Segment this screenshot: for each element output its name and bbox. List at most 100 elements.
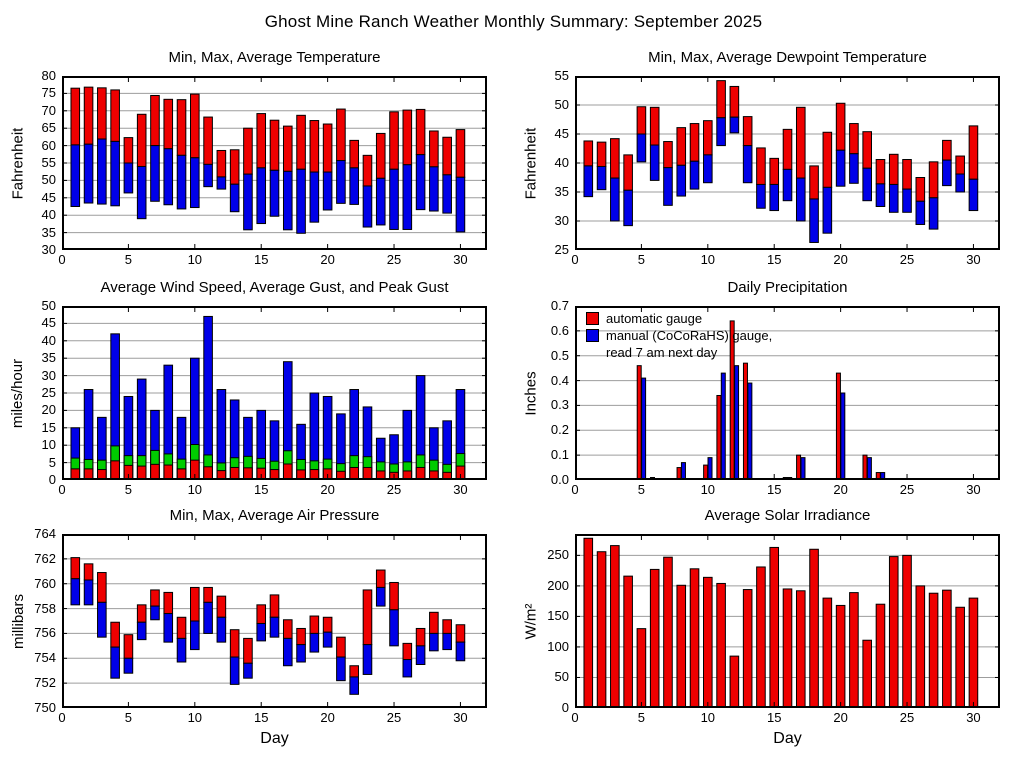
temperature-bar-high-day-24 (375, 132, 386, 179)
solar-bar-day-2 (596, 551, 607, 708)
wind-y-tick-label: 50 (41, 298, 56, 313)
temperature-bar-high-day-25 (389, 111, 399, 170)
temperature-y-tick-label: 30 (41, 242, 56, 257)
dewpoint-bar-low-day-12 (729, 116, 740, 134)
dewpoint-bar-low-day-25 (902, 188, 912, 213)
pressure-x-tick-label: 15 (253, 710, 269, 725)
solar-bar-day-8 (676, 584, 687, 708)
legend-entry-automatic: automatic gauge (586, 310, 772, 327)
solar-x-tick-label: 10 (700, 710, 716, 725)
solar-bar-day-4 (623, 575, 633, 708)
dewpoint-y-tick-label: 30 (554, 213, 569, 228)
temperature-bar-low-day-18 (296, 168, 306, 234)
wind-average-wind-speed-day-17 (282, 463, 293, 480)
chart-title-precipitation: Daily Precipitation (727, 279, 848, 296)
dewpoint-y-tick-label: 45 (554, 126, 569, 141)
solar-bar-day-12 (729, 655, 740, 708)
chart-title-dewpoint: Min, Max, Average Dewpoint Temperature (648, 49, 927, 66)
temperature-bar-high-day-11 (203, 116, 213, 165)
solar-bar-day-13 (742, 589, 753, 708)
dewpoint-bar-high-day-7 (663, 141, 673, 169)
dewpoint-bar-high-day-19 (822, 131, 833, 188)
temperature-bar-low-day-14 (243, 173, 253, 231)
plot-border (62, 76, 487, 250)
pressure-bar-low-day-21 (336, 656, 346, 682)
solar-bar-day-23 (875, 603, 886, 708)
temperature-bar-high-day-18 (296, 114, 306, 170)
pressure-bar-low-day-26 (402, 659, 413, 678)
solar-x-tick-label: 20 (833, 710, 848, 725)
temperature-bar-high-day-3 (97, 87, 107, 140)
wind-peak-gust-day-14 (243, 416, 253, 480)
precipitation-manual-cocorahs-gauge-day-22 (866, 457, 872, 480)
wind-x-tick-label: 15 (253, 482, 269, 497)
pressure-bar-high-day-20 (322, 616, 333, 633)
temperature-x-tick-label: 15 (253, 252, 269, 267)
wind-average-wind-speed-day-9 (176, 468, 187, 480)
dewpoint-bar-low-day-15 (769, 183, 780, 212)
temperature-bar-high-day-19 (309, 120, 320, 173)
pressure-bar-high-day-12 (216, 595, 227, 618)
solar-svg (575, 534, 1000, 708)
temperature-bar-high-day-1 (70, 87, 81, 146)
temperature-bar-high-day-12 (216, 149, 227, 178)
wind-x-tick-label: 25 (386, 482, 402, 497)
dewpoint-bar-low-day-16 (782, 168, 793, 202)
temperature-bar-high-day-17 (282, 125, 293, 172)
pressure-x-tick-label: 30 (453, 710, 468, 725)
precipitation-y-tick-label: 0.4 (550, 372, 569, 388)
pressure-bar-high-day-4 (110, 621, 120, 648)
pressure-y-tick-label: 762 (34, 550, 56, 566)
wind-x-tick-label: 20 (320, 482, 335, 497)
solar-y-tick-label: 100 (547, 638, 569, 654)
temperature-bar-high-day-2 (83, 86, 94, 145)
dewpoint-bar-high-day-4 (623, 154, 633, 191)
plot-area-wind: 0 5 10 15 20 25 30 35 40 45 50 0 5 10 15 20 25 30 (42, 299, 487, 497)
temperature-bar-low-day-22 (349, 167, 359, 205)
precipitation-x-tick-label: 15 (766, 482, 782, 497)
dewpoint-bar-high-day-1 (583, 140, 594, 167)
chart-cell-dewpoint: Min, Max, Average Dewpoint Temperature F… (513, 42, 1026, 276)
solar-bar-day-21 (849, 592, 859, 708)
chart-cell-precipitation: Daily Precipitation Inches automatic gau… (513, 276, 1026, 498)
wind-peak-gust-day-23 (362, 406, 373, 480)
wind-average-wind-speed-day-30 (455, 465, 466, 480)
pressure-y-tick-label: 760 (34, 575, 56, 591)
pressure-bar-high-day-10 (190, 586, 200, 622)
precipitation-x-tick-label: 30 (966, 482, 981, 497)
solar-bar-day-18 (809, 548, 819, 708)
dewpoint-bar-high-day-23 (875, 159, 886, 185)
temperature-bar-low-day-1 (70, 144, 81, 207)
precipitation-automatic-gauge-day-13 (742, 362, 748, 480)
pressure-y-tick-label: 754 (34, 650, 56, 666)
pressure-bar-low-day-2 (83, 579, 94, 606)
dewpoint-bar-low-day-18 (809, 198, 819, 243)
temperature-bar-low-day-10 (190, 157, 200, 209)
pressure-bar-high-day-27 (415, 627, 426, 647)
dewpoint-bar-high-day-12 (729, 85, 740, 118)
dewpoint-bar-high-day-25 (902, 159, 912, 190)
dewpoint-bar-high-day-24 (888, 153, 899, 185)
wind-y-tick-label: 5 (48, 454, 56, 470)
pressure-bar-high-day-9 (176, 616, 187, 639)
plot-border (575, 306, 1000, 480)
temperature-bar-high-day-14 (243, 127, 253, 175)
dewpoint-bar-low-day-13 (742, 145, 753, 184)
dewpoint-bar-low-day-7 (663, 167, 673, 206)
wind-peak-gust-day-10 (190, 357, 200, 480)
legend-entry-manual: manual (CoCoRaHS) gauge, (586, 327, 772, 344)
dewpoint-bar-high-day-11 (716, 80, 726, 119)
chart-title-wind: Average Wind Speed, Average Gust, and Pe… (100, 279, 449, 296)
temperature-y-tick-label: 50 (41, 172, 56, 188)
wind-y-tick-label: 15 (41, 419, 56, 435)
chart-cell-wind: Average Wind Speed, Average Gust, and Pe… (0, 276, 513, 498)
temperature-bar-low-day-6 (136, 165, 147, 220)
wind-average-wind-speed-day-10 (190, 459, 200, 480)
wind-svg (62, 306, 487, 480)
temperature-bar-high-day-20 (322, 123, 333, 173)
legend-label-automatic: automatic gauge (606, 311, 703, 326)
plot-border (62, 534, 487, 708)
plot-area-temperature: 30 35 40 45 50 55 60 65 70 75 80 0 5 10 15 20 25 30 (42, 69, 487, 267)
wind-peak-gust-day-26 (402, 409, 413, 480)
dewpoint-bar-low-day-8 (676, 164, 687, 197)
